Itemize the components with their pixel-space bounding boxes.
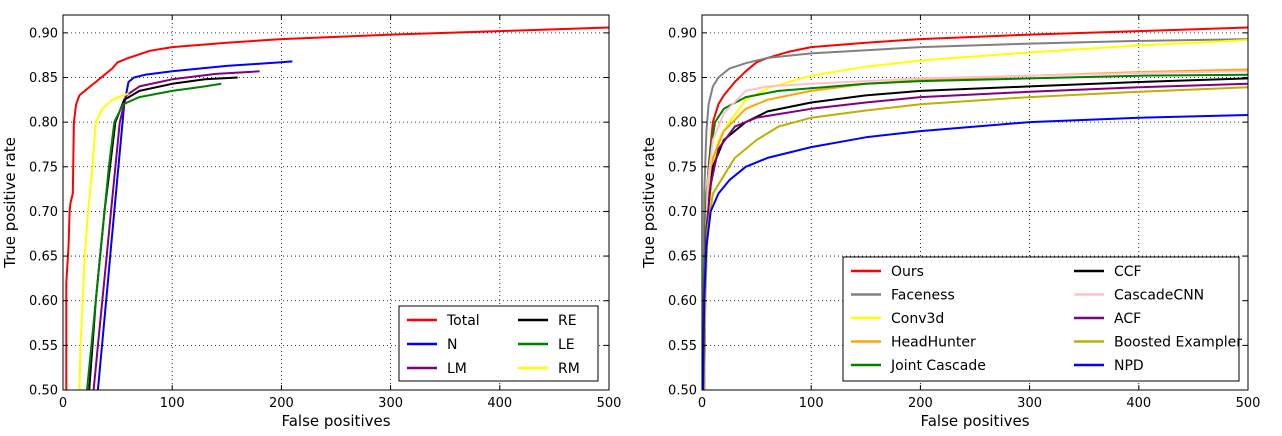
legend-label: CascadeCNN: [1114, 288, 1204, 304]
legend-label: Boosted Exampler: [1114, 335, 1242, 351]
legend-label: Joint Cascade: [890, 358, 986, 374]
legend-label: CCF: [1114, 264, 1142, 280]
x-tick-label: 300: [1017, 396, 1042, 411]
legend-label: LM: [447, 361, 467, 377]
x-tick-label: 400: [1126, 396, 1151, 411]
x-tick-label: 500: [597, 396, 622, 411]
x-tick-label: 300: [378, 396, 403, 411]
y-tick-label: 0.60: [668, 294, 697, 309]
x-tick-label: 100: [160, 396, 185, 411]
legend: Total N LM RE LE RM: [398, 305, 599, 382]
x-tick-label: 500: [1236, 396, 1261, 411]
legend: Ours Faceness Conv3d HeadHunter Joint Cascad…: [842, 256, 1242, 382]
series-line-npd: [702, 114, 1248, 390]
y-tick-label: 0.55: [29, 339, 58, 354]
y-tick-label: 0.75: [668, 160, 697, 175]
chart-panel-1: 0 100 200 300 400 500 0.50 0.55 0.60 0.65 0.70 0.75…: [1, 14, 622, 430]
series-line-faceness: [702, 38, 1248, 390]
legend-label: Faceness: [891, 288, 955, 304]
x-tick-label: 100: [799, 396, 824, 411]
series-group: [65, 26, 609, 390]
y-tick-label: 0.85: [668, 71, 697, 86]
y-axis-label: True positive rate: [1, 137, 19, 269]
y-tick-label: 0.60: [29, 294, 58, 309]
y-tick-label: 0.80: [29, 116, 58, 131]
chart-panel-2: 0 100 200 300 400 500 0.50 0.55 0.60 0.65 0.70 0.75…: [640, 14, 1261, 430]
y-tick-label: 0.65: [29, 250, 58, 265]
legend-label: ACF: [1114, 311, 1141, 327]
axes-frame: [62, 14, 610, 391]
y-tick-label: 0.70: [29, 205, 58, 220]
y-tick-label: 0.70: [668, 205, 697, 220]
x-axis-label: False positives: [920, 412, 1029, 430]
y-tick-label: 0.85: [29, 71, 58, 86]
x-tick-label: 0: [59, 396, 67, 411]
legend-box: [842, 256, 1240, 382]
y-tick-label: 0.90: [29, 26, 58, 41]
legend-label: HeadHunter: [891, 335, 976, 351]
series-group: [702, 26, 1248, 390]
series-line-le: [86, 82, 222, 390]
legend-label: RE: [558, 313, 577, 329]
y-tick-label: 0.50: [668, 384, 697, 399]
y-tick-label: 0.55: [668, 339, 697, 354]
x-tick-label: 200: [908, 396, 933, 411]
legend-label: Total: [446, 313, 480, 329]
legend-label: Ours: [891, 264, 924, 280]
series-line-rm: [78, 92, 129, 390]
legend-label: N: [447, 337, 457, 353]
x-tick-label: 400: [487, 396, 512, 411]
x-tick-label: 200: [269, 396, 294, 411]
series-line-total: [65, 26, 609, 390]
x-axis-label: False positives: [281, 412, 390, 430]
y-tick-label: 0.75: [29, 160, 58, 175]
y-tick-label: 0.90: [668, 26, 697, 41]
series-line-acf: [702, 82, 1248, 390]
axes-frame: [701, 14, 1249, 391]
legend-label: Conv3d: [891, 311, 944, 327]
y-tick-label: 0.50: [29, 384, 58, 399]
y-axis-label: True positive rate: [640, 137, 658, 269]
series-line-lm: [92, 70, 260, 390]
series-line-cascadecnn: [703, 70, 1248, 390]
y-tick-label: 0.80: [668, 116, 697, 131]
series-line-n: [96, 60, 293, 390]
y-tick-label: 0.65: [668, 250, 697, 265]
legend-label: LE: [558, 337, 575, 353]
x-tick-label: 0: [698, 396, 706, 411]
legend-label: NPD: [1114, 358, 1144, 374]
legend-label: RM: [558, 361, 580, 377]
